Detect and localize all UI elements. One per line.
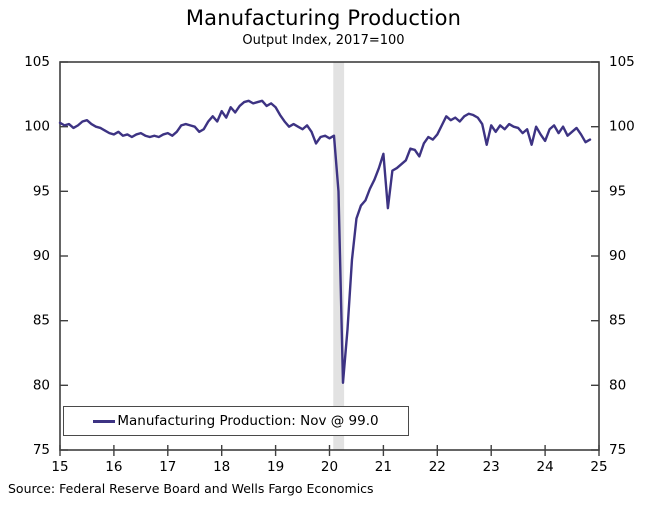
x-axis-label: 17	[159, 459, 176, 475]
y-axis-label-left: 80	[33, 377, 50, 393]
y-axis-label-right: 75	[609, 442, 626, 458]
legend: Manufacturing Production: Nov @ 99.0	[63, 406, 409, 436]
manufacturing-production-line	[58, 99, 592, 384]
x-axis-label: 25	[590, 459, 607, 475]
y-axis-label-right: 105	[609, 54, 635, 70]
x-axis-label: 23	[483, 459, 500, 475]
x-axis-label: 15	[51, 459, 68, 475]
y-axis-label-right: 100	[609, 119, 635, 135]
x-axis-label: 22	[429, 459, 446, 475]
y-axis-label-left: 75	[33, 442, 50, 458]
x-axis-label: 21	[375, 459, 392, 475]
legend-label: Manufacturing Production: Nov @ 99.0	[117, 413, 379, 429]
y-axis-label-right: 90	[609, 248, 626, 264]
y-axis-label-right: 85	[609, 313, 626, 329]
x-axis-label: 16	[105, 459, 122, 475]
chart-subtitle: Output Index, 2017=100	[242, 33, 405, 48]
source-note: Source: Federal Reserve Board and Wells …	[8, 481, 374, 496]
x-axis-label: 24	[537, 459, 554, 475]
y-axis-label-right: 95	[609, 183, 626, 199]
y-axis-label-left: 95	[33, 183, 50, 199]
x-axis-label: 19	[267, 459, 284, 475]
y-axis-label-left: 90	[33, 248, 50, 264]
y-axis-label-left: 85	[33, 313, 50, 329]
y-axis-label-right: 80	[609, 377, 626, 393]
y-axis-label-left: 105	[24, 54, 50, 70]
recession-band	[333, 62, 345, 450]
legend-line-swatch-icon	[93, 419, 116, 423]
x-axis-label: 20	[321, 459, 338, 475]
chart-title: Manufacturing Production	[185, 6, 462, 30]
axis-frame	[59, 61, 600, 451]
x-axis-label: 18	[213, 459, 230, 475]
y-axis-label-left: 100	[24, 119, 50, 135]
